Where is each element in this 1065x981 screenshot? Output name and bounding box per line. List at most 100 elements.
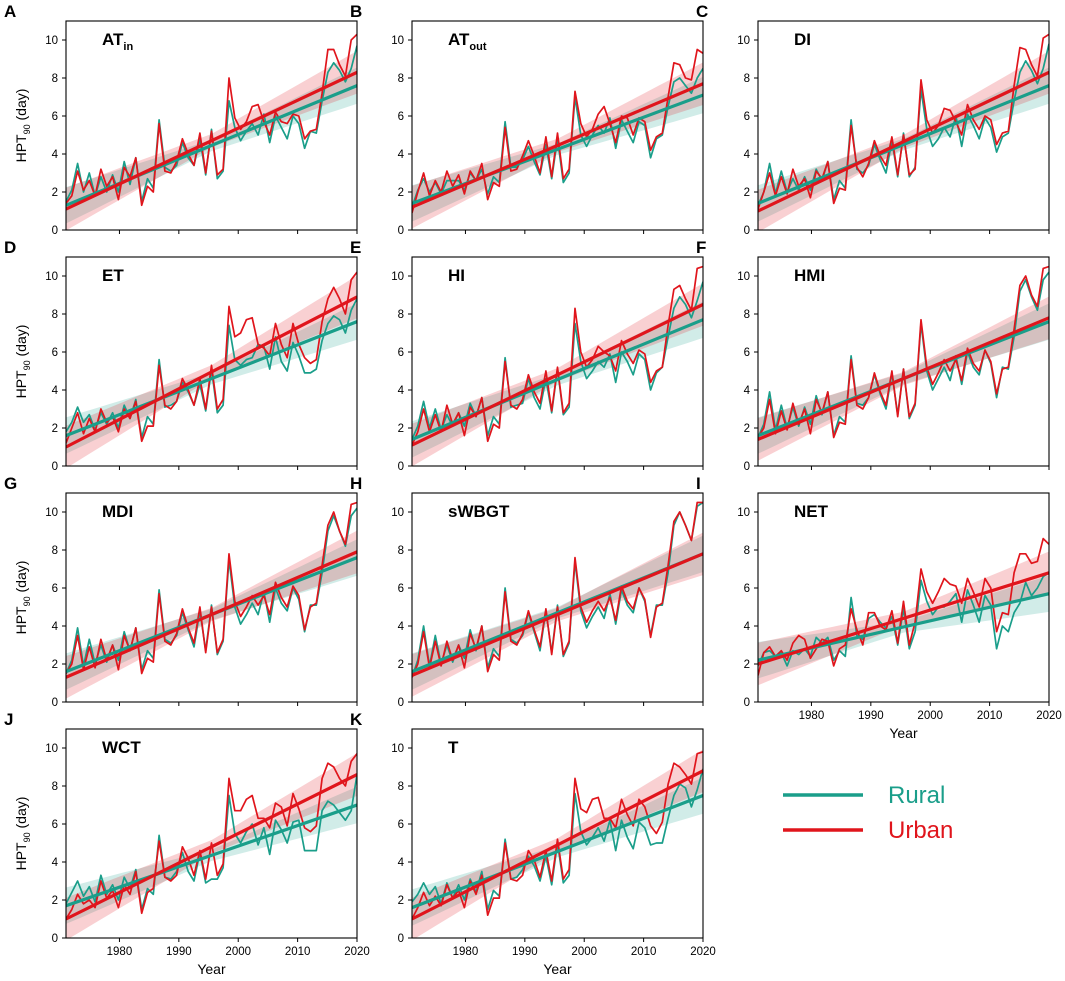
panel-e-y-tick-label: 6 — [398, 347, 404, 359]
panel-k-y-tick-label: 10 — [391, 743, 404, 755]
panel-a-y-axis-label: HPT90 (day) — [13, 89, 32, 163]
panel-k-frame — [411, 728, 704, 939]
panel-j-x-tick-label: 1990 — [166, 946, 192, 958]
panel-k-x-tick-label: 1990 — [512, 946, 538, 958]
panel-h-y-tick-label: 4 — [398, 621, 405, 633]
panel-g-y-tick-label: 10 — [45, 507, 58, 519]
panel-e-y-tick-label: 0 — [398, 461, 404, 473]
panels: 0 2 4 6 8 10 HPT90 (day) A ATin 0 2 4 6 8 10 B ATout 0 2 4 6… — [4, 2, 1062, 977]
panel-i-letter: I — [696, 474, 701, 493]
panel-j-title: WCT — [102, 738, 141, 757]
panel-b-y-tick-label: 10 — [391, 35, 404, 47]
panel-j-rural-trend-line — [66, 803, 357, 908]
panel-b-y-tick-label: 6 — [398, 111, 404, 123]
panel-d-y-tick-label: 10 — [45, 271, 58, 283]
panel-e: 0 2 4 6 8 10 E HI — [350, 238, 704, 473]
panel-g-frame — [65, 492, 358, 703]
panel-j-y-tick-label: 0 — [52, 933, 58, 945]
panel-d-letter: D — [4, 238, 16, 257]
panel-d-rural-trend-line — [66, 320, 357, 438]
panel-h-plot-area — [412, 501, 703, 697]
panel-i-y-tick-label: 6 — [744, 583, 750, 595]
panel-c-frame — [757, 20, 1050, 231]
panel-a-plot-area — [66, 33, 357, 230]
panel-b-frame — [411, 20, 704, 231]
panel-b-letter: B — [350, 2, 362, 21]
panel-c-urban-trend-line — [758, 70, 1049, 213]
panel-c-y-tick-label: 2 — [744, 187, 750, 199]
panel-g-y-tick-label: 0 — [52, 697, 58, 709]
panel-e-y-tick-label: 10 — [391, 271, 404, 283]
panel-j: 0 2 4 6 8 10 1980 1990 2000 2010 2020 Year HPT90 (da… — [4, 710, 370, 977]
panel-a-y-tick-label: 4 — [52, 149, 59, 161]
panel-b-urban-series-line — [412, 48, 703, 214]
panel-k-urban-trend-line — [412, 769, 703, 921]
panel-i: 0 2 4 6 8 10 1980 1990 2000 2010 2020 Year I NET — [696, 474, 1062, 741]
panel-i-y-tick-label: 2 — [744, 659, 750, 671]
panel-g-y-tick-label: 6 — [52, 583, 58, 595]
panel-j-urban-trend-line — [66, 773, 357, 921]
panel-b-urban-trend-line — [412, 82, 703, 209]
panel-f-title: HMI — [794, 266, 825, 285]
panel-j-urban-series-line — [66, 753, 357, 920]
panel-h-urban-series-line — [412, 501, 703, 678]
panel-a-title: ATin — [102, 30, 133, 53]
panel-j-y-tick-label: 6 — [52, 819, 58, 831]
panel-c-urban-series-line — [758, 33, 1049, 210]
panel-a-y-tick-label: 6 — [52, 111, 58, 123]
panel-f-y-tick-label: 4 — [744, 385, 751, 397]
panel-f-y-tick-label: 8 — [744, 309, 750, 321]
panel-d-y-tick-label: 6 — [52, 347, 58, 359]
panel-k-y-tick-label: 4 — [398, 857, 405, 869]
panel-d-frame — [65, 256, 358, 467]
panel-i-x-tick-label: 2010 — [977, 710, 1003, 722]
panel-f-y-tick-label: 6 — [744, 347, 750, 359]
panel-c-y-tick-label: 6 — [744, 111, 750, 123]
panel-b-title: ATout — [448, 30, 487, 53]
panel-g-title: MDI — [102, 502, 133, 521]
panel-d-y-axis-label: HPT90 (day) — [13, 325, 32, 399]
panel-k-y-tick-label: 6 — [398, 819, 404, 831]
panel-j-y-axis-label: HPT90 (day) — [13, 797, 32, 871]
panel-e-frame — [411, 256, 704, 467]
legend-urban-label: Urban — [888, 817, 953, 844]
panel-h-frame — [411, 492, 704, 703]
panel-c-letter: C — [696, 2, 708, 21]
panel-g: 0 2 4 6 8 10 HPT90 (day) G MDI — [4, 474, 358, 709]
panel-k-title: T — [448, 738, 459, 757]
panel-j-x-tick-label: 2020 — [344, 946, 370, 958]
panel-k-y-tick-label: 2 — [398, 895, 404, 907]
panel-a-y-tick-label: 10 — [45, 35, 58, 47]
panel-e-letter: E — [350, 238, 361, 257]
panel-d-y-tick-label: 0 — [52, 461, 58, 473]
panel-k-urban-series-line — [412, 750, 703, 920]
panel-h-y-tick-label: 10 — [391, 507, 404, 519]
panel-k-plot-area — [412, 749, 703, 938]
panel-j-y-tick-label: 8 — [52, 781, 58, 793]
panel-a-letter: A — [4, 2, 16, 21]
panel-k-y-tick-label: 0 — [398, 933, 404, 945]
panel-k-rural-trend-line — [412, 794, 703, 910]
panel-c-y-tick-label: 0 — [744, 225, 750, 237]
panel-k-y-tick-label: 8 — [398, 781, 404, 793]
panel-i-rural-series-line — [758, 572, 1049, 667]
panel-i-x-axis-label: Year — [889, 725, 918, 741]
panel-e-y-tick-label: 2 — [398, 423, 404, 435]
panel-i-y-tick-label: 4 — [744, 621, 751, 633]
panel-i-x-tick-label: 1990 — [858, 710, 884, 722]
panel-f-frame — [757, 256, 1050, 467]
panel-c-rural-trend-line — [758, 84, 1049, 205]
panel-j-y-tick-label: 2 — [52, 895, 58, 907]
panel-h-y-tick-label: 0 — [398, 697, 404, 709]
panel-d-y-tick-label: 4 — [52, 385, 59, 397]
panel-g-plot-area — [66, 501, 357, 699]
panel-c-y-tick-label: 4 — [744, 149, 751, 161]
panel-c-title: DI — [794, 30, 811, 49]
panel-a: 0 2 4 6 8 10 HPT90 (day) A ATin — [4, 2, 358, 237]
panel-j-y-tick-label: 10 — [45, 743, 58, 755]
panel-i-x-tick-label: 2000 — [917, 710, 943, 722]
panel-k-x-axis-label: Year — [543, 961, 572, 977]
panel-j-x-axis-label: Year — [197, 961, 226, 977]
panel-j-x-tick-label: 2000 — [225, 946, 251, 958]
